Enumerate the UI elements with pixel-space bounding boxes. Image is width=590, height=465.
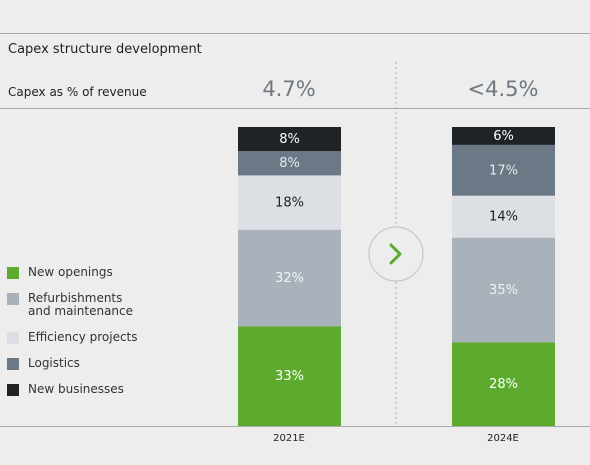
legend-label-line: New openings (28, 265, 113, 279)
data-label-2021E-4: 8% (279, 132, 300, 147)
category-label-2021: 2021E (273, 433, 305, 444)
legend-label-line: and maintenance (28, 304, 134, 318)
legend-label: Refurbishments and maintenance (28, 292, 133, 318)
legend-swatch (7, 267, 19, 279)
headline-value-2021: 4.7% (262, 77, 316, 101)
legend-label: New openings (28, 266, 113, 279)
header-rule (0, 108, 590, 109)
legend-label: Logistics (28, 357, 80, 370)
legend-label: Efficiency projects (28, 331, 138, 344)
bar-segment-2021E-2 (238, 175, 341, 230)
legend-swatch (7, 293, 19, 305)
legend-label-line: New businesses (28, 382, 124, 396)
legend-label-line: Efficiency projects (28, 330, 138, 344)
legend-item: Refurbishments and maintenance (7, 292, 133, 318)
legend-item: Efficiency projects (7, 331, 138, 344)
data-label-2021E-0: 33% (275, 369, 304, 384)
bar-segment-2021E-3 (238, 151, 341, 176)
chevron-right-icon (368, 226, 424, 282)
data-label-2024E-4: 6% (493, 129, 514, 144)
bar-segment-2021E-0 (238, 326, 341, 426)
bar-segment-2024E-2 (452, 195, 555, 238)
headline-value-2024: <4.5% (467, 77, 539, 101)
data-label-2024E-1: 35% (489, 283, 518, 298)
legend-swatch (7, 332, 19, 344)
capex-ratio-label: Capex as % of revenue (8, 85, 147, 99)
bar-segment-2024E-3 (452, 144, 555, 196)
legend-item: New businesses (7, 383, 124, 396)
data-label-2021E-2: 18% (275, 196, 304, 211)
legend-label: New businesses (28, 383, 124, 396)
legend-item: Logistics (7, 357, 80, 370)
bar-segment-2024E-0 (452, 342, 555, 426)
data-label-2021E-1: 32% (275, 271, 304, 286)
bar-segment-2024E-4 (452, 127, 555, 145)
legend-label-line: Logistics (28, 356, 80, 370)
baseline-rule (0, 426, 590, 427)
bar-segment-2021E-4 (238, 127, 341, 152)
legend-label-line: Refurbishments (28, 291, 123, 305)
data-label-2024E-2: 14% (489, 210, 518, 225)
bar-segment-2021E-1 (238, 229, 341, 327)
data-label-2024E-0: 28% (489, 377, 518, 392)
legend-swatch (7, 358, 19, 370)
chart-title: Capex structure development (8, 42, 202, 57)
data-label-2021E-3: 8% (279, 156, 300, 171)
data-label-2024E-3: 17% (489, 163, 518, 178)
category-label-2024: 2024E (487, 433, 519, 444)
legend-swatch (7, 384, 19, 396)
bars-group: 33% 32% 18% 8% 8% 28% 35% 14% 17% 6% (238, 127, 555, 426)
bar-segment-2024E-1 (452, 237, 555, 343)
top-rule (0, 33, 590, 34)
legend-item: New openings (7, 266, 113, 279)
